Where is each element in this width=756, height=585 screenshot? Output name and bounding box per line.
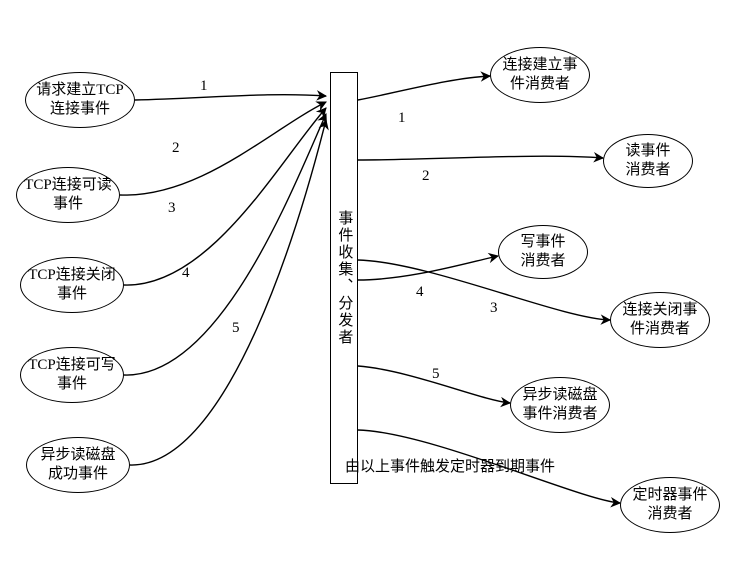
node-label: 连接关闭事 件消费者 <box>616 297 703 343</box>
edge-number: 4 <box>182 265 190 282</box>
node-R3: 写事件 消费者 <box>498 225 588 279</box>
node-L4: TCP连接可写 事件 <box>20 347 124 403</box>
edge-number: 4 <box>416 284 424 301</box>
node-label: TCP连接关闭 事件 <box>22 262 122 308</box>
node-L1: 请求建立TCP 连接事件 <box>25 72 135 128</box>
node-R1: 连接建立事 件消费者 <box>490 47 590 103</box>
node-R5: 异步读磁盘 事件消费者 <box>510 377 610 433</box>
edge-number: 3 <box>490 300 498 317</box>
edge-number: 1 <box>200 78 208 95</box>
node-L2: TCP连接可读 事件 <box>16 167 120 223</box>
node-label: 定时器事件 消费者 <box>626 482 713 528</box>
node-label: 读事件 消费者 <box>619 138 676 184</box>
edge-number: 3 <box>168 200 176 217</box>
node-label: TCP连接可写 事件 <box>22 352 122 398</box>
edge-number: 2 <box>172 140 180 157</box>
node-label: TCP连接可读 事件 <box>18 172 118 218</box>
node-label: 请求建立TCP 连接事件 <box>30 77 130 123</box>
edge-number: 1 <box>398 110 406 127</box>
node-L5: 异步读磁盘 成功事件 <box>26 437 130 493</box>
node-C: 事件收集、分发者 <box>330 72 358 484</box>
edge-number: 2 <box>422 168 430 185</box>
edge-number: 5 <box>232 320 240 337</box>
node-label: 异步读磁盘 事件消费者 <box>516 382 603 428</box>
node-label: 写事件 消费者 <box>514 229 571 275</box>
diagram-stage: 请求建立TCP 连接事件 TCP连接可读 事件 TCP连接关闭 事件 TCP连接可写 … <box>0 0 756 585</box>
node-label: 连接建立事 件消费者 <box>496 52 583 98</box>
node-R6: 定时器事件 消费者 <box>620 477 720 533</box>
node-L3: TCP连接关闭 事件 <box>20 257 124 313</box>
edge-number: 5 <box>432 366 440 383</box>
node-R4: 连接关闭事 件消费者 <box>610 292 710 348</box>
node-label: 异步读磁盘 成功事件 <box>34 442 121 488</box>
node-label: 事件收集、分发者 <box>329 206 360 350</box>
footnote-text: 由以上事件触发定时器到期事件 <box>345 455 555 476</box>
node-R2: 读事件 消费者 <box>603 134 693 188</box>
